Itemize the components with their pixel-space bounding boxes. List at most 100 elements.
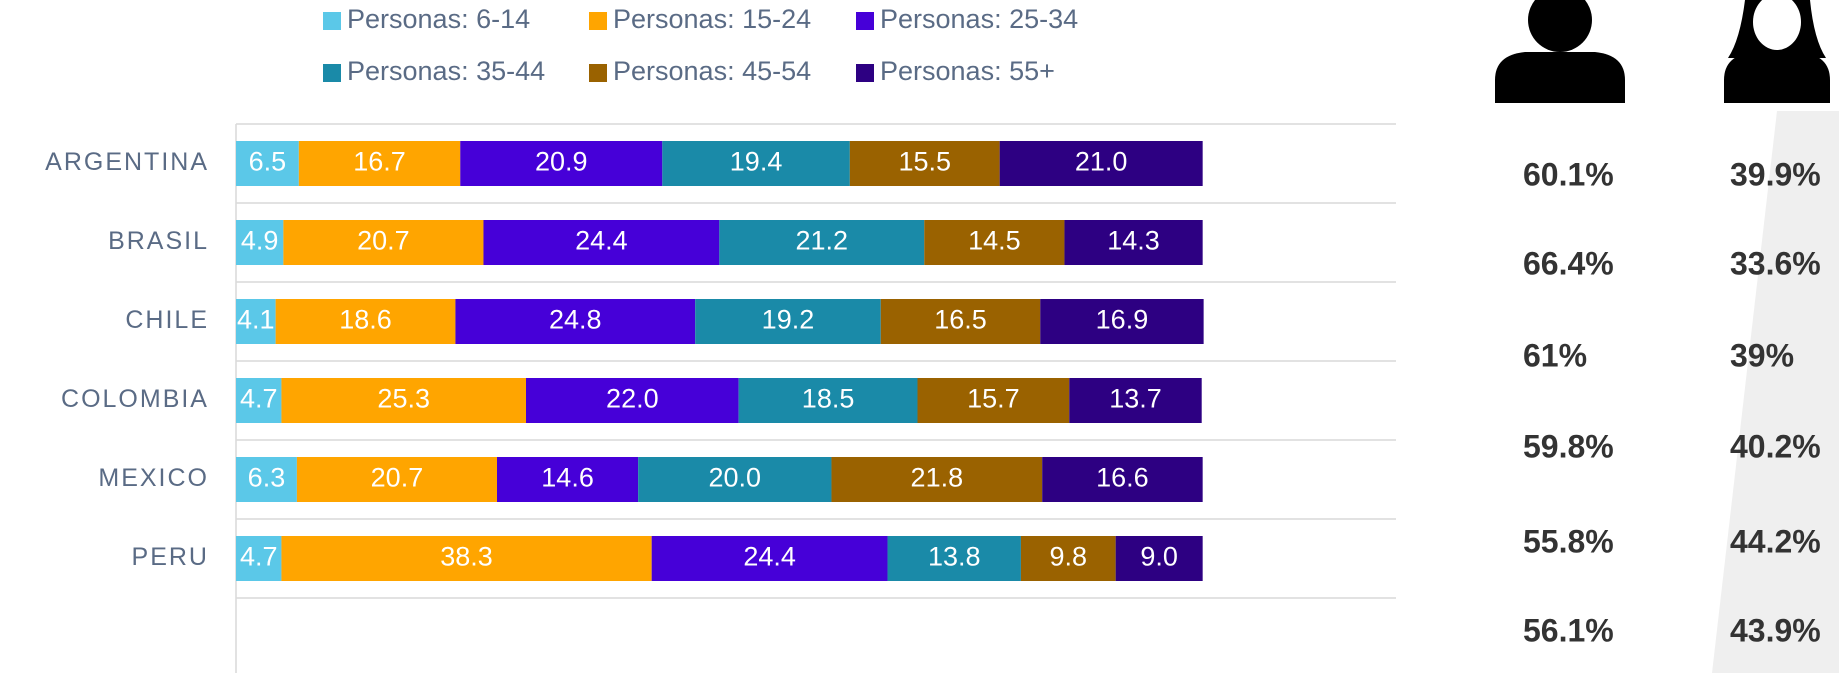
category-label: COLOMBIA bbox=[61, 385, 209, 413]
data-label: 9.0 bbox=[1140, 542, 1178, 572]
female-share: 39% bbox=[1730, 337, 1794, 373]
bar-segment bbox=[738, 378, 918, 423]
bar-segment bbox=[887, 536, 1021, 581]
female-share: 39.9% bbox=[1730, 156, 1821, 192]
data-label: 24.4 bbox=[743, 542, 796, 572]
female-icon bbox=[1724, 0, 1830, 103]
bar-segment bbox=[651, 536, 888, 581]
bar-segment bbox=[1064, 220, 1203, 265]
bar-segment bbox=[999, 141, 1203, 186]
bar-segment bbox=[849, 141, 1000, 186]
male-share: 60.1% bbox=[1523, 156, 1614, 192]
bar-segment bbox=[1115, 536, 1203, 581]
bar-segment bbox=[236, 378, 282, 423]
data-label: 19.2 bbox=[762, 305, 815, 335]
female-share: 43.9% bbox=[1730, 612, 1821, 648]
data-label: 24.4 bbox=[575, 226, 628, 256]
bar-segment bbox=[1040, 299, 1204, 344]
legend-swatch bbox=[589, 12, 607, 30]
data-label: 15.7 bbox=[967, 384, 1020, 414]
bar-segment bbox=[1042, 457, 1203, 502]
bar-segment bbox=[281, 536, 652, 581]
bar-segment bbox=[236, 536, 282, 581]
bar-segment bbox=[1069, 378, 1202, 423]
legend-swatch bbox=[589, 64, 607, 82]
bar-segment bbox=[483, 220, 720, 265]
data-label: 18.6 bbox=[339, 305, 392, 335]
data-label: 21.8 bbox=[911, 463, 964, 493]
data-label: 16.5 bbox=[934, 305, 987, 335]
bar-segment bbox=[917, 378, 1070, 423]
bar-segment bbox=[497, 457, 639, 502]
bar-segment bbox=[719, 220, 925, 265]
data-label: 16.6 bbox=[1096, 463, 1149, 493]
male-share: 66.4% bbox=[1523, 245, 1614, 281]
data-label: 25.3 bbox=[377, 384, 430, 414]
bar-segment bbox=[526, 378, 739, 423]
category-label: MEXICO bbox=[98, 464, 209, 492]
legend-label: Personas: 35-44 bbox=[347, 56, 545, 86]
data-label: 20.0 bbox=[709, 463, 762, 493]
female-share: 44.2% bbox=[1730, 523, 1821, 559]
data-label: 21.2 bbox=[796, 226, 849, 256]
male-share: 61% bbox=[1523, 337, 1587, 373]
data-label: 6.5 bbox=[249, 147, 287, 177]
legend-swatch bbox=[323, 64, 341, 82]
bar-segment bbox=[275, 299, 456, 344]
female-share: 40.2% bbox=[1730, 428, 1821, 464]
legend-label: Personas: 55+ bbox=[880, 56, 1055, 86]
data-label: 22.0 bbox=[606, 384, 659, 414]
data-label: 20.7 bbox=[357, 226, 410, 256]
bar-segment bbox=[296, 457, 497, 502]
data-label: 15.5 bbox=[898, 147, 951, 177]
male-share: 59.8% bbox=[1523, 428, 1614, 464]
data-label: 20.7 bbox=[371, 463, 424, 493]
data-label: 4.7 bbox=[240, 542, 278, 572]
data-label: 20.9 bbox=[535, 147, 588, 177]
bar-segment bbox=[662, 141, 850, 186]
bar-segment bbox=[1020, 536, 1116, 581]
bar-segment bbox=[298, 141, 461, 186]
data-label: 14.6 bbox=[541, 463, 594, 493]
data-label: 13.7 bbox=[1109, 384, 1162, 414]
male-share: 56.1% bbox=[1523, 612, 1614, 648]
legend-swatch bbox=[856, 64, 874, 82]
legend-label: Personas: 25-34 bbox=[880, 4, 1078, 34]
bar-segment bbox=[236, 299, 276, 344]
data-label: 6.3 bbox=[248, 463, 286, 493]
category-label: ARGENTINA bbox=[45, 148, 209, 176]
data-label: 9.8 bbox=[1050, 542, 1088, 572]
bar-segment bbox=[236, 220, 284, 265]
bar-segment bbox=[455, 299, 696, 344]
bar-segment bbox=[880, 299, 1041, 344]
data-label: 21.0 bbox=[1075, 147, 1128, 177]
data-label: 18.5 bbox=[802, 384, 855, 414]
legend-swatch bbox=[323, 12, 341, 30]
data-label: 14.5 bbox=[968, 226, 1021, 256]
data-label: 13.8 bbox=[928, 542, 981, 572]
data-label: 14.3 bbox=[1107, 226, 1160, 256]
bar-segment bbox=[236, 457, 297, 502]
category-label: PERU bbox=[132, 543, 209, 571]
bar-segment bbox=[460, 141, 663, 186]
category-label: BRASIL bbox=[108, 227, 209, 255]
bar-segment bbox=[283, 220, 484, 265]
legend-label: Personas: 6-14 bbox=[347, 4, 530, 34]
bar-segment bbox=[831, 457, 1043, 502]
legend-label: Personas: 15-24 bbox=[613, 4, 811, 34]
data-label: 4.1 bbox=[237, 305, 275, 335]
category-label: CHILE bbox=[125, 306, 209, 334]
data-label: 4.9 bbox=[241, 226, 279, 256]
bar-segment bbox=[281, 378, 526, 423]
bar-segment bbox=[924, 220, 1065, 265]
data-label: 19.4 bbox=[730, 147, 783, 177]
data-label: 16.7 bbox=[353, 147, 406, 177]
male-share: 55.8% bbox=[1523, 523, 1614, 559]
male-icon bbox=[1495, 0, 1625, 103]
bar-segment bbox=[695, 299, 881, 344]
data-label: 4.7 bbox=[240, 384, 278, 414]
female-share: 33.6% bbox=[1730, 245, 1821, 281]
legend-swatch bbox=[856, 12, 874, 30]
data-label: 24.8 bbox=[549, 305, 602, 335]
legend-label: Personas: 45-54 bbox=[613, 56, 811, 86]
